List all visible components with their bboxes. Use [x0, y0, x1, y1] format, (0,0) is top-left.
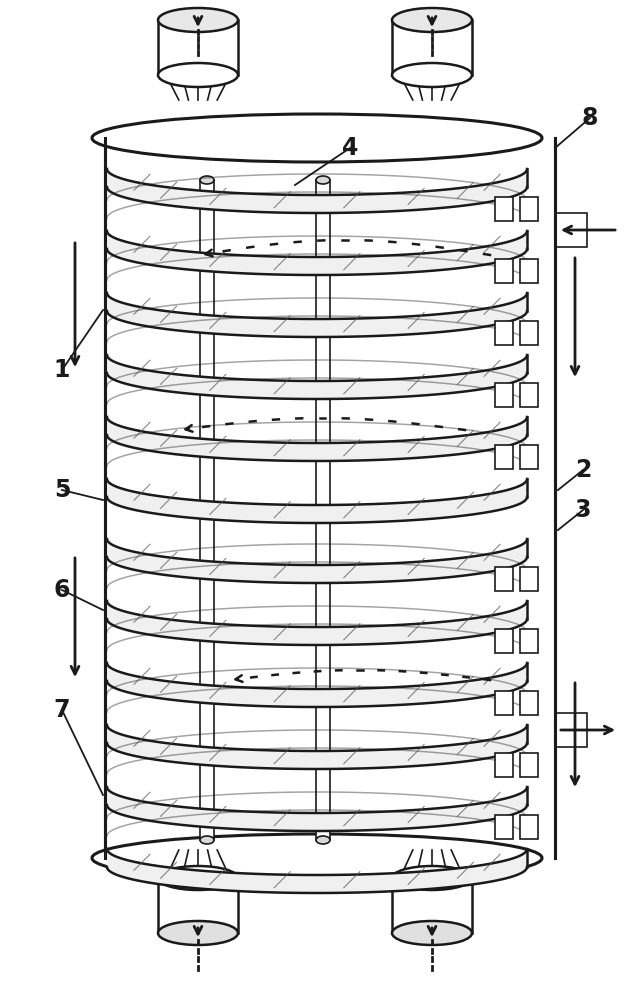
Polygon shape: [495, 753, 513, 777]
Text: 6: 6: [54, 578, 70, 602]
Ellipse shape: [92, 834, 542, 882]
Text: 5: 5: [54, 478, 70, 502]
Ellipse shape: [158, 63, 238, 87]
Polygon shape: [107, 417, 527, 461]
Ellipse shape: [158, 866, 238, 890]
Polygon shape: [495, 259, 513, 283]
Polygon shape: [520, 815, 538, 839]
Text: 8: 8: [582, 106, 598, 130]
Polygon shape: [107, 539, 527, 583]
Polygon shape: [555, 213, 587, 247]
Polygon shape: [495, 691, 513, 715]
Polygon shape: [520, 259, 538, 283]
Ellipse shape: [92, 114, 542, 162]
Polygon shape: [495, 815, 513, 839]
Text: 7: 7: [54, 698, 70, 722]
Ellipse shape: [200, 836, 214, 844]
Ellipse shape: [392, 866, 472, 890]
Polygon shape: [107, 849, 527, 893]
Polygon shape: [107, 169, 527, 213]
Polygon shape: [495, 383, 513, 407]
Polygon shape: [495, 321, 513, 345]
Polygon shape: [107, 231, 527, 275]
Polygon shape: [495, 445, 513, 469]
Polygon shape: [520, 321, 538, 345]
Polygon shape: [520, 629, 538, 653]
Text: 1: 1: [54, 358, 70, 382]
Ellipse shape: [316, 176, 330, 184]
Ellipse shape: [392, 921, 472, 945]
Polygon shape: [107, 601, 527, 645]
Polygon shape: [520, 753, 538, 777]
Polygon shape: [107, 293, 527, 337]
Polygon shape: [107, 355, 527, 399]
Ellipse shape: [392, 8, 472, 32]
Text: 4: 4: [342, 136, 358, 160]
Polygon shape: [107, 787, 527, 831]
Polygon shape: [107, 725, 527, 769]
Ellipse shape: [392, 63, 472, 87]
Ellipse shape: [200, 176, 214, 184]
Polygon shape: [555, 713, 587, 747]
Polygon shape: [200, 180, 214, 840]
Ellipse shape: [158, 921, 238, 945]
Ellipse shape: [158, 8, 238, 32]
Polygon shape: [495, 197, 513, 221]
Polygon shape: [107, 479, 527, 523]
Polygon shape: [495, 567, 513, 591]
Polygon shape: [520, 383, 538, 407]
Polygon shape: [520, 691, 538, 715]
Polygon shape: [520, 445, 538, 469]
Polygon shape: [520, 197, 538, 221]
Text: 2: 2: [575, 458, 591, 482]
Ellipse shape: [316, 836, 330, 844]
Polygon shape: [520, 567, 538, 591]
Polygon shape: [316, 180, 330, 840]
Polygon shape: [495, 629, 513, 653]
Text: 3: 3: [575, 498, 592, 522]
Polygon shape: [107, 663, 527, 707]
